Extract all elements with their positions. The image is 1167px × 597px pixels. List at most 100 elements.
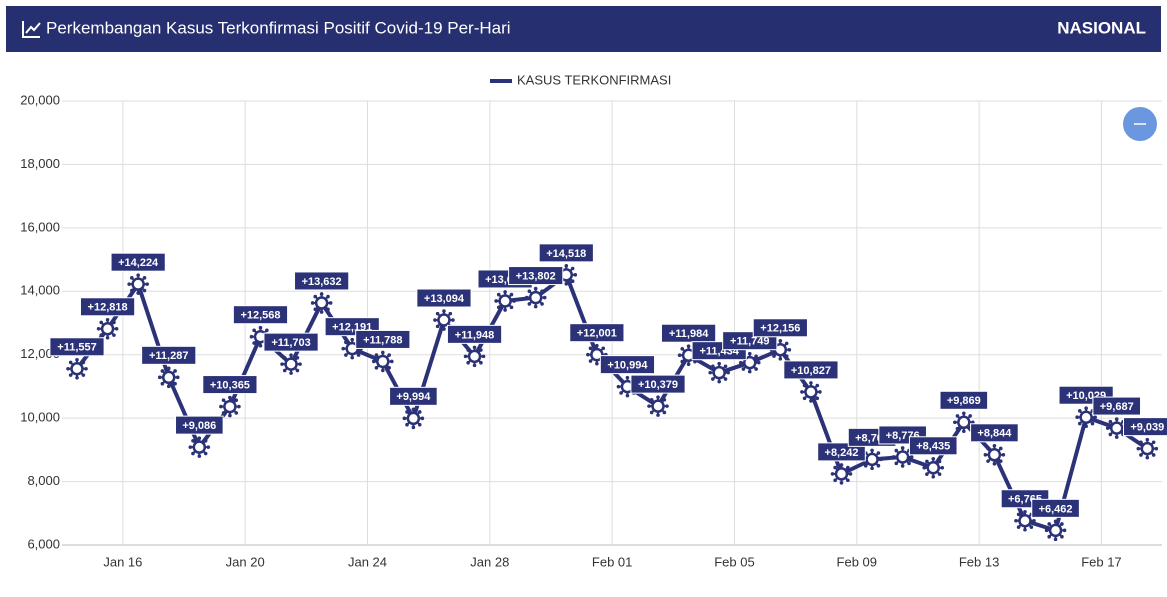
marker-knob xyxy=(503,308,507,312)
marker-knob xyxy=(846,478,850,482)
marker-knob xyxy=(494,299,498,303)
x-tick-label: Jan 28 xyxy=(470,554,509,569)
marker-knob xyxy=(589,359,593,363)
marker-knob xyxy=(833,466,837,470)
virus-marker xyxy=(525,287,547,309)
marker-knob xyxy=(1032,519,1036,523)
marker-knob xyxy=(879,458,883,462)
marker-knob xyxy=(1084,406,1088,410)
virus-marker xyxy=(311,292,333,314)
marker-knob xyxy=(228,414,232,418)
marker-knob xyxy=(127,282,131,286)
marker-knob xyxy=(534,305,538,309)
marker-knob xyxy=(418,423,422,427)
marker-knob xyxy=(901,446,905,450)
marker-knob xyxy=(479,361,483,365)
virus-marker xyxy=(922,457,944,479)
marker-knob xyxy=(375,366,379,370)
marker-knob xyxy=(207,445,211,449)
marker-knob xyxy=(198,454,202,458)
marker-knob xyxy=(779,357,783,361)
marker-knob xyxy=(693,360,697,364)
marker-knob xyxy=(1054,520,1058,524)
marker-knob xyxy=(387,353,391,357)
marker-knob xyxy=(1093,415,1097,419)
marker-knob xyxy=(901,464,905,468)
marker-knob xyxy=(938,472,942,476)
marker-body xyxy=(867,454,878,465)
marker-knob xyxy=(717,380,721,384)
marker-knob xyxy=(956,427,960,431)
marker-knob xyxy=(831,472,835,476)
marker-knob xyxy=(372,360,376,364)
y-tick-label: 14,000 xyxy=(20,283,60,298)
data-label: +8,844 xyxy=(977,428,1012,440)
marker-knob xyxy=(442,309,446,313)
marker-knob xyxy=(711,365,715,369)
marker-knob xyxy=(663,411,667,415)
marker-knob xyxy=(510,306,514,310)
marker-knob xyxy=(136,291,140,295)
data-label: +11,557 xyxy=(57,342,96,354)
marker-knob xyxy=(877,464,881,468)
marker-knob xyxy=(497,306,501,310)
virus-marker xyxy=(1137,438,1159,460)
data-label: +11,788 xyxy=(363,334,402,346)
marker-knob xyxy=(296,356,300,360)
data-label: +8,242 xyxy=(825,447,859,459)
marker-knob xyxy=(112,333,116,337)
data-label: +13,632 xyxy=(302,276,342,288)
marker-knob xyxy=(833,478,837,482)
marker-knob xyxy=(663,398,667,402)
y-tick-label: 18,000 xyxy=(20,156,60,171)
data-label: +11,749 xyxy=(730,336,769,348)
marker-knob xyxy=(1109,420,1113,424)
data-label: +6,462 xyxy=(1039,503,1073,515)
marker-knob xyxy=(564,282,568,286)
marker-knob xyxy=(571,279,575,283)
marker-knob xyxy=(344,340,348,344)
marker-knob xyxy=(97,327,101,331)
marker-knob xyxy=(145,282,149,286)
virus-marker xyxy=(800,381,822,403)
marker-knob xyxy=(1014,519,1018,523)
marker-knob xyxy=(82,373,86,377)
marker-body xyxy=(714,367,725,378)
marker-knob xyxy=(250,335,254,339)
marker-knob xyxy=(534,287,538,291)
virus-marker xyxy=(494,290,516,312)
x-tick-label: Jan 24 xyxy=(348,554,387,569)
marker-knob xyxy=(925,472,929,476)
marker-knob xyxy=(69,373,73,377)
marker-knob xyxy=(748,352,752,356)
marker-knob xyxy=(726,371,730,375)
marker-knob xyxy=(846,466,850,470)
marker-knob xyxy=(176,376,180,380)
marker-knob xyxy=(283,369,287,373)
marker-knob xyxy=(344,353,348,357)
marker-knob xyxy=(1078,422,1082,426)
marker-knob xyxy=(650,398,654,402)
marker-body xyxy=(1050,525,1061,536)
marker-knob xyxy=(999,459,1003,463)
virus-marker xyxy=(1045,520,1067,542)
marker-knob xyxy=(222,398,226,402)
marker-knob xyxy=(894,462,898,466)
marker-knob xyxy=(724,365,728,369)
marker-knob xyxy=(503,290,507,294)
marker-body xyxy=(163,372,174,383)
marker-knob xyxy=(265,329,269,333)
marker-knob xyxy=(757,361,761,365)
marker-knob xyxy=(412,426,416,430)
marker-knob xyxy=(1017,525,1021,529)
marker-knob xyxy=(259,344,263,348)
marker-knob xyxy=(130,276,134,280)
header-region: NASIONAL xyxy=(1057,18,1146,37)
y-tick-label: 8,000 xyxy=(27,473,60,488)
marker-knob xyxy=(311,301,315,305)
marker-knob xyxy=(940,466,944,470)
marker-knob xyxy=(84,367,88,371)
marker-knob xyxy=(815,384,819,388)
marker-knob xyxy=(870,467,874,471)
